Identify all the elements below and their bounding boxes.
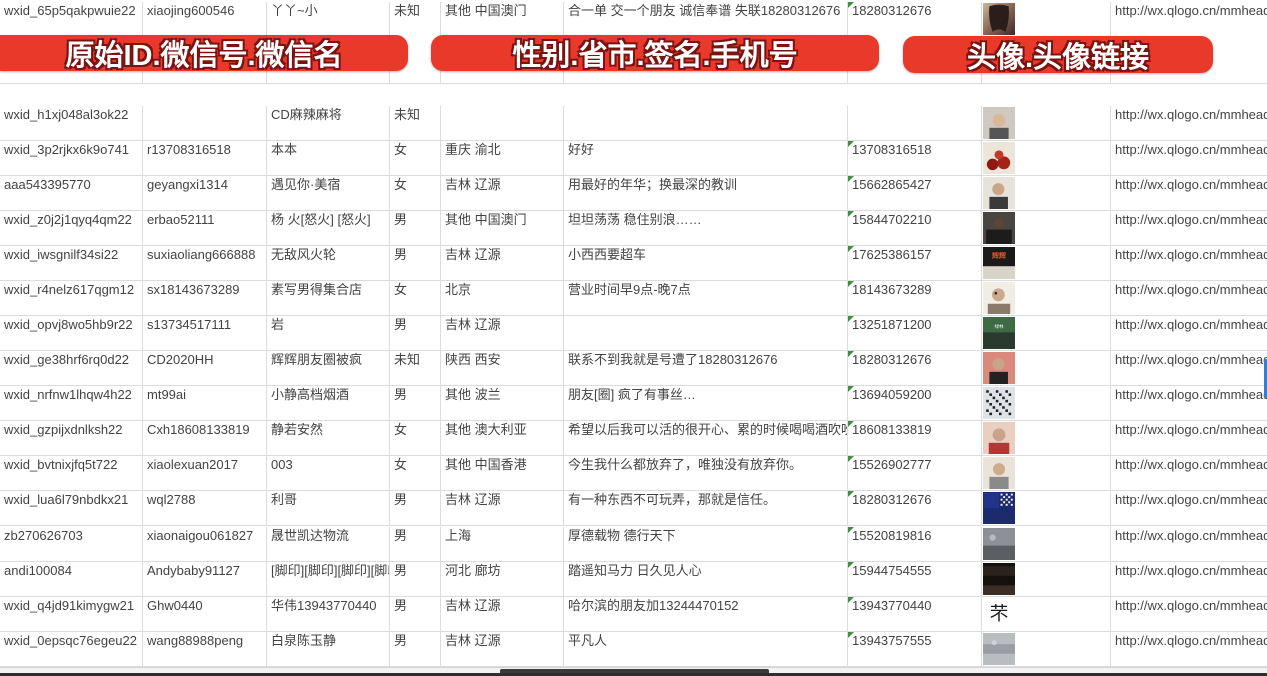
svg-text:芣: 芣 [990,602,1009,623]
svg-text:绿林: 绿林 [995,323,1004,330]
